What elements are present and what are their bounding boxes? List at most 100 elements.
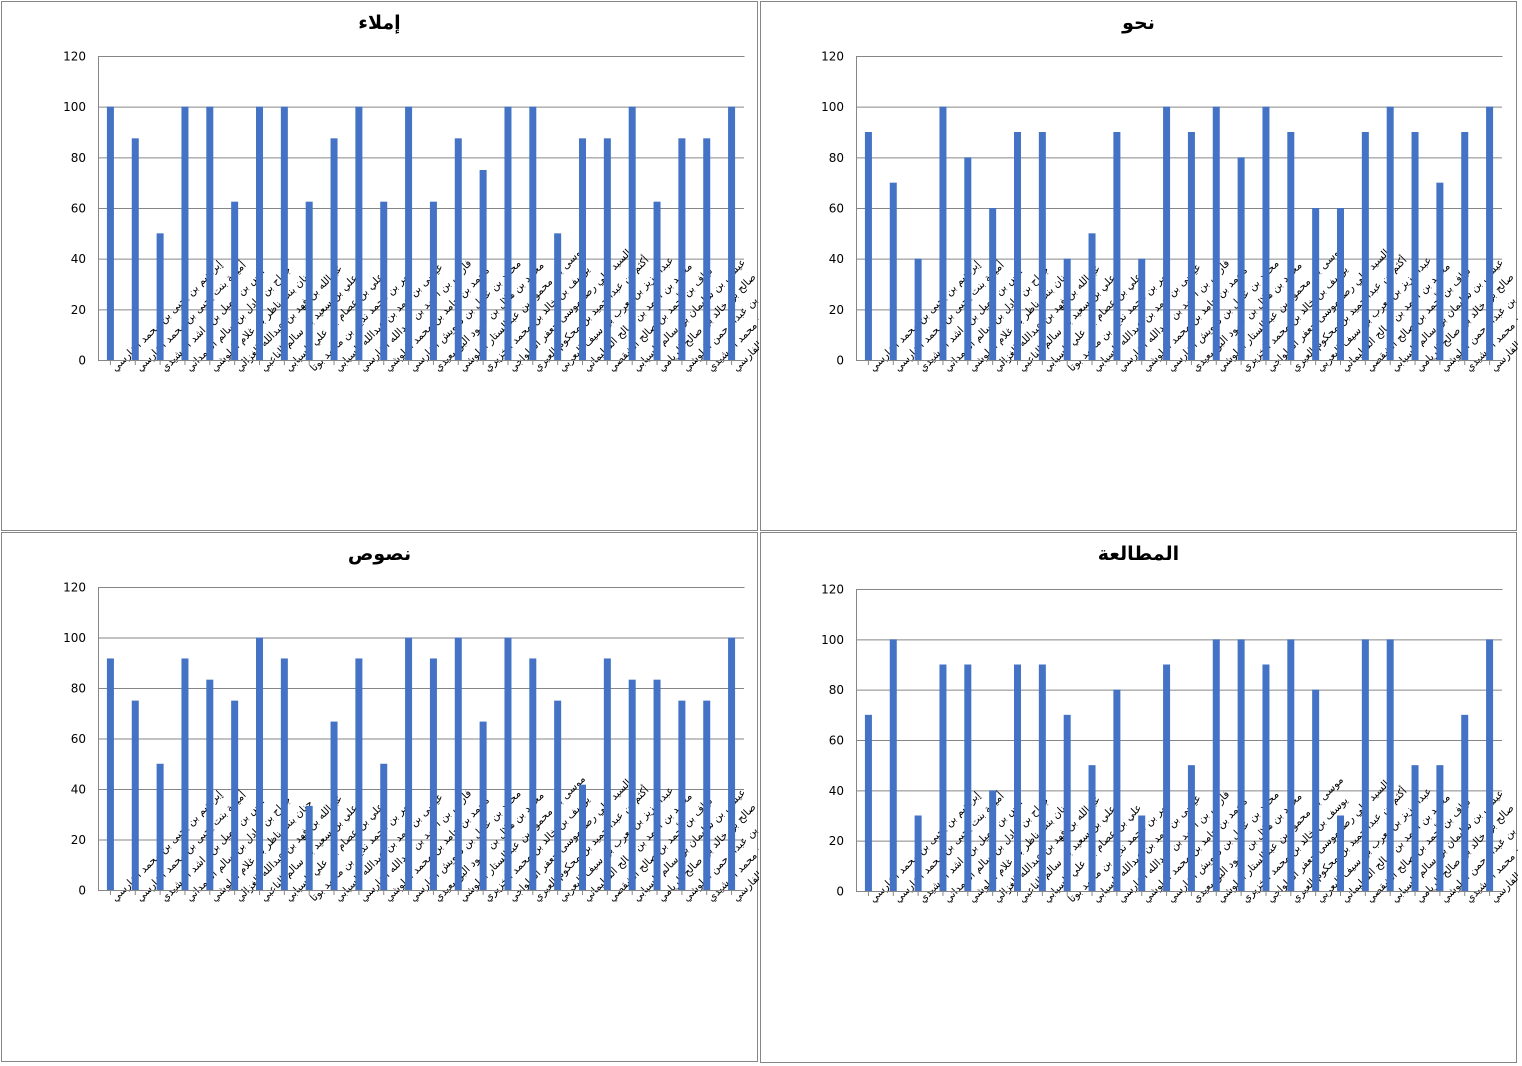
y-tick-label: 0 [78,354,86,368]
bar [653,201,661,360]
bar [1486,639,1494,891]
bar [504,637,512,890]
bar [504,106,512,361]
y-tick-label: 100 [63,631,86,645]
y-tick-label: 40 [829,252,844,266]
bar [1014,664,1021,891]
bar [355,658,363,890]
y-tick-label: 60 [829,734,844,748]
bar [579,138,586,360]
bar [1138,258,1146,360]
bar [1262,106,1270,361]
bar [330,721,338,890]
bar [1237,639,1245,891]
bar [989,790,997,891]
bar [939,106,947,361]
bar [1038,664,1046,891]
y-tick-label: 80 [829,151,844,165]
bar [256,637,263,890]
bar [1163,664,1171,891]
y-tick-label: 100 [63,100,86,114]
bar [1461,132,1469,360]
y-tick-label: 80 [829,683,844,697]
bar [1411,765,1419,891]
bar [1312,208,1320,360]
bar [728,106,736,361]
y-tick-label: 20 [71,303,86,317]
bar [1337,815,1344,891]
chart-title: نحو [1122,12,1155,34]
bar [1361,639,1369,891]
y-tick-label: 120 [63,581,86,595]
bar [1411,132,1419,360]
bar [914,258,922,360]
bar [181,658,189,890]
bar [405,637,413,890]
bar [1063,258,1071,360]
y-tick-label: 40 [71,252,86,266]
y-tick-label: 60 [71,202,86,216]
bar [653,679,661,890]
bar [1187,765,1195,891]
bar [914,815,922,891]
chart-panel-nusus: نصوص 0 20 40 60 80 100 120 إبراهيم بن يحيى بن م… [1,532,759,1062]
bar [1088,765,1096,891]
bar [889,182,897,360]
bar [280,106,288,361]
bar [1287,639,1295,891]
bar [181,106,189,361]
bar [1113,689,1121,891]
bar [1113,132,1121,360]
bar [206,106,214,361]
bar [1361,132,1369,360]
bar [1262,664,1270,891]
bar [106,106,114,361]
bar [1287,132,1295,360]
bar [330,138,338,360]
y-tick-label: 0 [836,354,844,368]
bar [429,658,437,890]
y-tick-label: 120 [821,583,844,597]
y-tick-label: 120 [821,50,844,64]
bar [529,658,537,890]
bar [603,658,611,890]
bar [405,106,413,361]
bar [889,639,897,891]
y-tick-label: 100 [821,100,844,114]
bar [429,201,437,360]
bar [380,201,388,360]
bar [678,700,686,890]
bar [728,637,736,890]
y-tick-label: 120 [63,50,86,64]
y-tick-label: 20 [829,303,844,317]
bar [554,700,562,890]
bar [206,679,214,890]
bar [454,637,462,890]
bar [106,658,114,890]
bar [864,132,872,360]
bar [554,233,562,360]
y-tick-label: 0 [836,885,844,899]
bar [305,805,313,890]
bar [678,138,686,360]
bar [703,138,711,360]
bar [131,138,139,360]
bar [1237,157,1245,360]
bar [231,700,239,890]
bar [864,714,872,891]
y-tick-label: 0 [78,884,86,898]
chart-title: إملاء [358,12,401,34]
bar [1436,182,1444,360]
bar [1461,714,1469,891]
chart-panel-mutalaa: المطالعة 0 20 40 60 80 100 120 إبراهيم بن يحيى … [760,532,1518,1063]
bar [1312,689,1320,891]
bar [628,679,636,890]
bar [1386,639,1394,891]
bar [628,106,636,361]
y-tick-label: 60 [829,202,844,216]
bar [1014,132,1021,360]
bar [603,138,611,360]
